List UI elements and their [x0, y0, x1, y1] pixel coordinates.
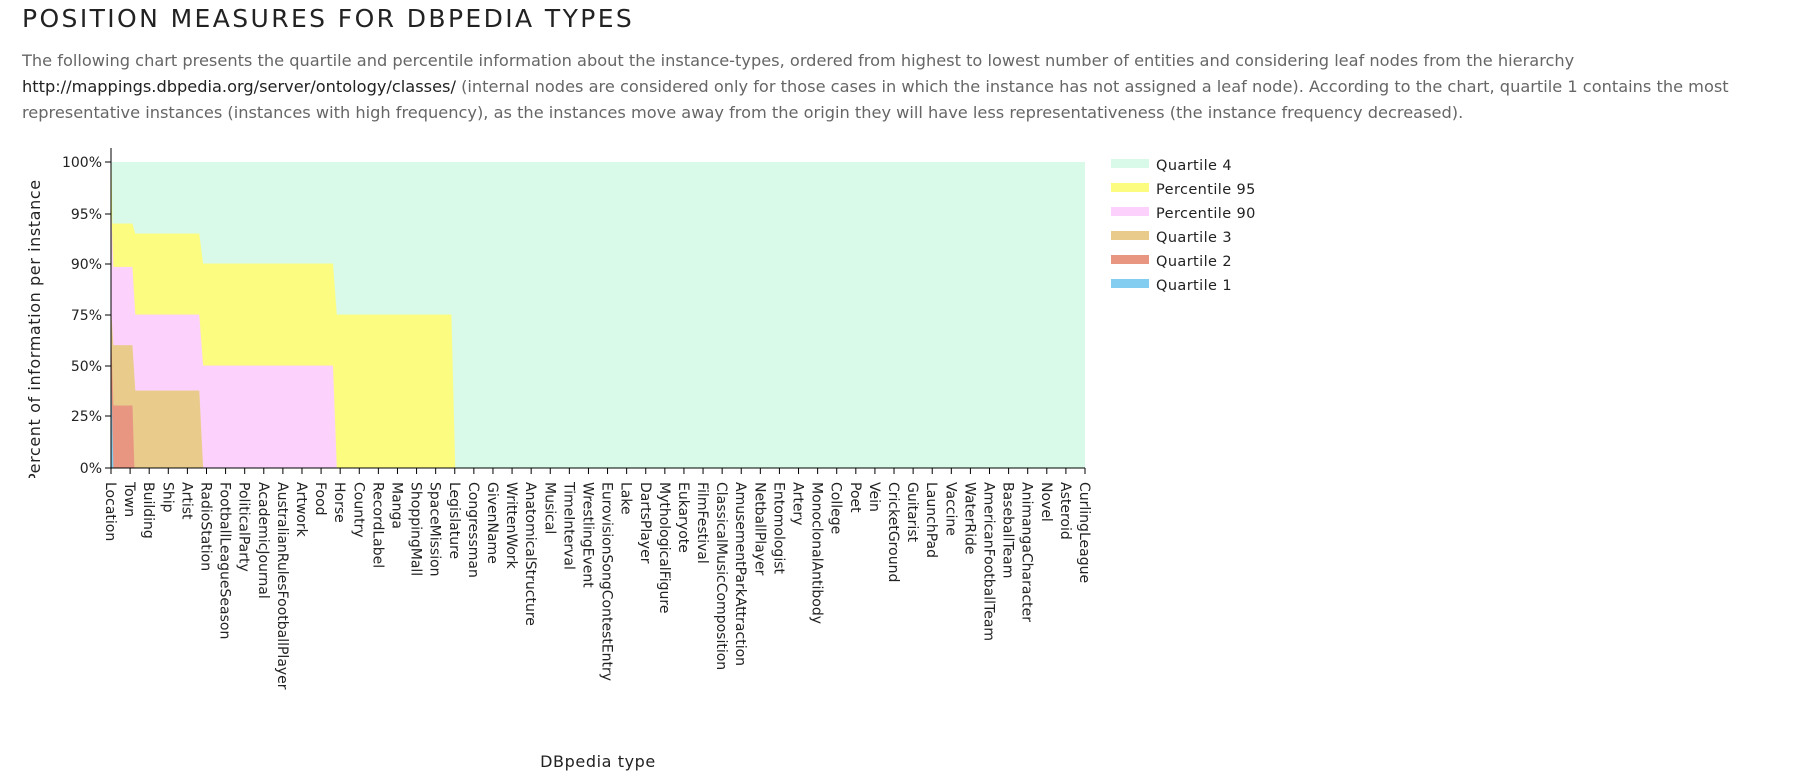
legend-swatch-quartile-3 — [1111, 231, 1149, 240]
x-tick-label: Asteroid — [1057, 482, 1073, 540]
y-tick-label: 0% — [80, 461, 102, 477]
x-tick-label: Ship — [159, 482, 175, 513]
ontology-classes-link[interactable]: http://mappings.dbpedia.org/server/ontol… — [22, 77, 456, 96]
x-tick-label: GivenName — [484, 482, 500, 564]
legend-swatch-quartile-1 — [1111, 279, 1149, 288]
x-tick-label: Artist — [178, 482, 194, 520]
x-tick-label: NetballPlayer — [751, 482, 767, 576]
legend-swatch-percentile-95 — [1111, 183, 1149, 192]
x-tick-label: Novel — [1038, 482, 1054, 522]
y-tick-label: 25% — [71, 409, 102, 425]
x-tick-label: Lake — [618, 482, 634, 515]
x-tick-label: AustralianRulesFootballPlayer — [274, 482, 290, 690]
legend-swatch-quartile-4 — [1111, 159, 1149, 168]
y-tick-label: 95% — [71, 207, 102, 223]
x-tick-label: AmericanFootballTeam — [981, 482, 997, 641]
legend-label-quartile-1: Quartile 1 — [1156, 278, 1232, 294]
x-tick-label: Town — [121, 481, 137, 517]
x-tick-label: Location — [102, 482, 118, 541]
x-tick-label: WrestlingEvent — [579, 482, 595, 588]
chart-areas — [110, 161, 1085, 469]
page-description: The following chart presents the quartil… — [22, 48, 1792, 126]
y-tick-label: 90% — [71, 257, 102, 273]
x-tick-label: MythologicalFigure — [656, 482, 672, 613]
x-tick-label: LaunchPad — [923, 482, 939, 558]
x-tick-label: Congressman — [465, 482, 481, 578]
x-tick-label: Vaccine — [942, 482, 958, 536]
x-tick-label: BaseballTeam — [1000, 482, 1016, 578]
x-tick-label: AcademicJournal — [255, 482, 271, 599]
y-tick-label: 100% — [62, 155, 102, 171]
x-axis: Location Town Building Ship Artist RadioStati… — [102, 467, 1092, 690]
x-tick-label: SpaceMission — [427, 482, 443, 577]
x-tick-label: WrittenWork — [503, 482, 519, 570]
x-tick-label: Legislature — [446, 482, 462, 559]
y-axis-title-wrapper: Percent of information per instance — [25, 179, 44, 483]
x-tick-label: CurlingLeague — [1076, 482, 1092, 583]
legend-label-quartile-4: Quartile 4 — [1156, 158, 1232, 174]
legend-label-quartile-3: Quartile 3 — [1156, 230, 1232, 246]
x-tick-label: ClassicalMusicComposition — [713, 482, 729, 670]
description-text-after-link: (internal nodes are considered only for … — [22, 77, 1729, 122]
x-tick-label: MonoclonalAntibody — [809, 482, 825, 624]
x-tick-label: Food — [312, 482, 328, 516]
x-tick-label: College — [828, 482, 844, 534]
legend-label-quartile-2: Quartile 2 — [1156, 254, 1232, 270]
x-tick-label: WaterRide — [961, 482, 977, 555]
x-tick-label: Poet — [847, 482, 863, 513]
page-title: POSITION MEASURES FOR DBPEDIA TYPES — [22, 4, 635, 33]
x-tick-label: RadioStation — [197, 482, 213, 571]
x-tick-label: AnatomicalStructure — [522, 482, 538, 626]
description-text-before-link: The following chart presents the quartil… — [22, 51, 1575, 70]
x-tick-label: Building — [140, 482, 156, 539]
x-tick-label: DartsPlayer — [637, 482, 653, 564]
x-axis-title: DBpedia type — [540, 752, 656, 771]
x-tick-label: Artery — [790, 482, 806, 525]
x-tick-label: Manga — [388, 482, 404, 529]
x-tick-label: Guitarist — [904, 482, 920, 543]
x-tick-label: Musical — [541, 482, 557, 534]
x-tick-label: ShoppingMall — [408, 482, 424, 576]
y-tick-label: 50% — [71, 359, 102, 375]
x-tick-label: RecordLabel — [369, 482, 385, 568]
x-tick-label: Horse — [331, 482, 347, 523]
legend-label-percentile-90: Percentile 90 — [1156, 206, 1256, 222]
x-tick-label: FootballLeagueSeason — [217, 482, 233, 639]
legend-label-percentile-95: Percentile 95 — [1156, 182, 1256, 198]
x-tick-label: Eukaryote — [675, 482, 691, 553]
x-tick-label: CricketGround — [885, 482, 901, 582]
x-tick-label: EurovisionSongContestEntry — [599, 482, 615, 681]
x-tick-label: AmusementParkAttraction — [732, 482, 748, 666]
chart-legend: Quartile 4 Percentile 95 Percentile 90 Quar… — [1111, 158, 1256, 294]
x-tick-label: TimeInterval — [560, 481, 576, 570]
x-tick-label: Country — [350, 482, 366, 538]
x-tick-label: PoliticalParty — [236, 482, 252, 572]
x-tick-label: FilmFestival — [694, 482, 710, 564]
x-tick-label: Artwork — [293, 482, 309, 538]
x-tick-label: AnimangaCharacter — [1019, 482, 1035, 622]
y-axis-title: Percent of information per instance — [25, 179, 44, 483]
y-axis: 0% 25% 50% 75% 90% 95% 100% — [62, 148, 112, 477]
legend-swatch-quartile-2 — [1111, 255, 1149, 264]
y-tick-label: 75% — [71, 308, 102, 324]
x-tick-label: Entomologist — [770, 482, 786, 575]
legend-swatch-percentile-90 — [1111, 207, 1149, 216]
x-tick-label: Vein — [866, 482, 882, 512]
